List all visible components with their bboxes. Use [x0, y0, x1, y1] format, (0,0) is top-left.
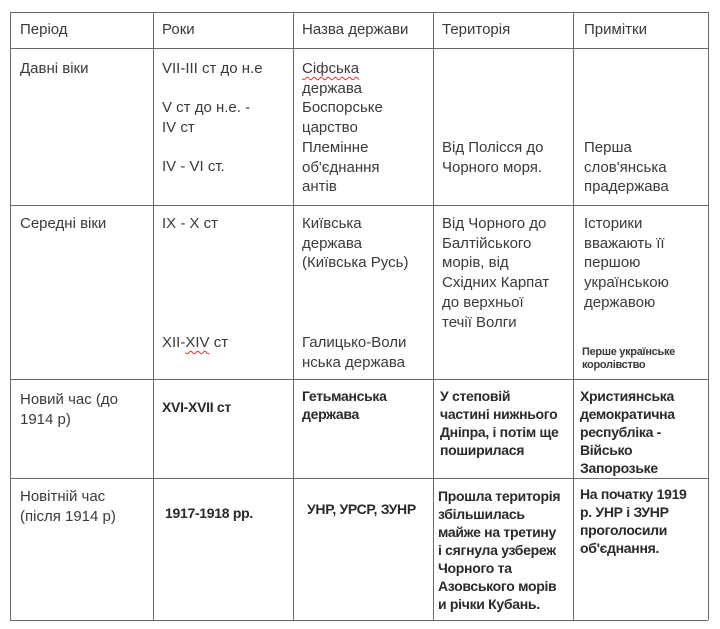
- cell-notes: Історики вважають її першою українською …: [584, 215, 669, 311]
- row-divider: [10, 205, 708, 206]
- cell-period: Середні віки: [20, 215, 107, 232]
- cell-notes-small: Перше українське королівство: [582, 346, 675, 371]
- cell-territory: Від Чорного до Балтійського морів, від С…: [442, 215, 550, 331]
- cell-years: V ст до н.е. - IV ст: [162, 99, 251, 136]
- cell-years: IX - X ст: [162, 215, 219, 232]
- table-border: [10, 12, 708, 13]
- cell-state: УНР, УРСР, ЗУНР: [307, 501, 416, 517]
- row-divider: [10, 478, 708, 479]
- state-text: держава Боспорське царство Племінне об'є…: [302, 79, 383, 196]
- cell-territory: Від Полісся до Чорного моря.: [442, 139, 544, 176]
- column-divider: [293, 12, 294, 620]
- cell-period: Новітній час (після 1914 р): [20, 488, 116, 525]
- cell-state: Сіфська держава Боспорське царство Племін…: [302, 59, 383, 197]
- table-border: [708, 12, 709, 620]
- cell-years: XVI-XVII ст: [162, 399, 231, 415]
- row-divider: [10, 379, 708, 380]
- cell-years: IV - VI ст.: [162, 158, 225, 175]
- misspelled-word: Сіфська: [302, 60, 360, 77]
- header-state: Назва держави: [302, 21, 409, 38]
- table-border: [10, 12, 11, 620]
- cell-territory: Прошла територія збільшилась майже на тр…: [438, 488, 561, 612]
- cell-years: VII-III ст до н.е: [162, 60, 263, 77]
- column-divider: [573, 12, 574, 620]
- years-part: ст: [209, 334, 229, 351]
- cell-notes: Християнська демократична республіка - В…: [580, 388, 675, 476]
- column-divider: [153, 12, 154, 620]
- row-divider: [10, 48, 708, 49]
- years-part: XII-: [162, 334, 186, 351]
- table-border: [10, 620, 708, 621]
- cell-period: Давні віки: [20, 60, 89, 77]
- cell-period: Новий час (до 1914 р): [20, 391, 118, 428]
- misspelled-word: XIV: [185, 334, 210, 351]
- cell-notes: На початку 1919 р. УНР і ЗУНР проголосил…: [580, 486, 687, 556]
- cell-notes: Перша слов'янська прадержава: [584, 139, 669, 196]
- header-period: Період: [20, 21, 68, 38]
- cell-state: Гетьманська держава: [302, 388, 387, 422]
- cell-state: Галицько-Воли нська держава: [302, 334, 407, 371]
- cell-state: Київська держава (Київська Русь): [302, 215, 409, 272]
- cell-years: 1917-1918 рр.: [165, 505, 253, 521]
- header-notes: Примітки: [584, 21, 647, 38]
- header-years: Роки: [162, 21, 195, 38]
- cell-territory: У степовій частині нижнього Дніпра, і по…: [440, 388, 559, 458]
- column-divider: [433, 12, 434, 620]
- cell-years: XII-XIV ст: [162, 333, 228, 353]
- header-territory: Територія: [442, 21, 511, 38]
